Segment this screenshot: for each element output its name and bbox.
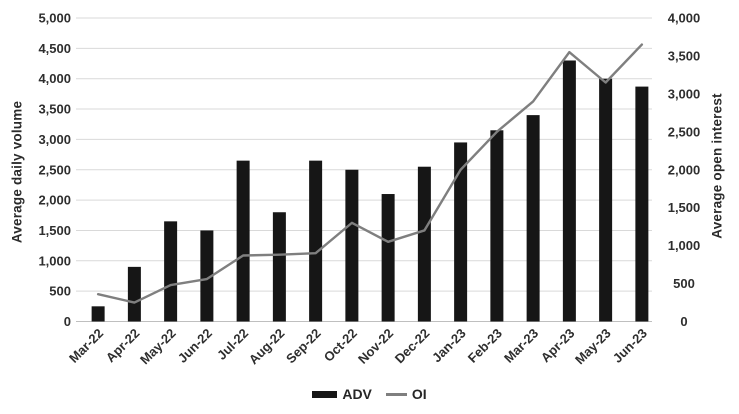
adv-bar	[381, 194, 395, 322]
adv-bar	[309, 160, 323, 322]
x-axis-label: May-23	[572, 326, 614, 368]
adv-bar	[635, 86, 649, 322]
adv-bar	[454, 142, 468, 322]
adv-bar	[599, 78, 613, 322]
x-axis-label: Jan-23	[429, 326, 469, 366]
x-axis-label: Feb-23	[465, 326, 505, 366]
right-axis-title: Average open interest	[709, 93, 725, 239]
left-axis-tick-label: 1,500	[38, 223, 71, 238]
x-axis-label: May-22	[137, 326, 179, 368]
adv-bar	[200, 230, 214, 322]
left-axis-tick-label: 4,000	[38, 71, 71, 86]
right-axis-tick-label: 500	[673, 276, 695, 291]
right-axis-tick-label: 2,500	[668, 124, 701, 139]
left-axis-tick-label: 3,500	[38, 102, 71, 117]
adv-bar	[91, 306, 105, 322]
adv-bar	[526, 115, 540, 322]
left-axis-title: Average daily volume	[9, 100, 25, 244]
adv-bar	[490, 130, 504, 322]
right-axis-tick-label: 2,000	[668, 162, 701, 177]
x-axis-label: Oct-22	[321, 326, 360, 365]
adv-bar	[236, 160, 250, 322]
x-axis-label: Apr-23	[538, 326, 578, 366]
x-axis-label: Mar-22	[66, 326, 106, 366]
oi-line-swatch-icon	[385, 392, 407, 396]
left-axis-tick-label: 2,500	[38, 162, 71, 177]
right-axis-tick-label: 1,500	[668, 200, 701, 215]
oi-line	[96, 43, 644, 304]
legend: ADV OI	[0, 386, 739, 402]
oi-legend-label: OI	[411, 386, 427, 402]
x-axis-label: Jun-23	[610, 326, 650, 366]
left-axis-tick-label: 1,000	[38, 253, 71, 268]
x-axis-label: Sep-22	[283, 326, 324, 367]
left-axis-tick-label: 4,500	[38, 41, 71, 56]
x-axis-label: Dec-22	[392, 326, 433, 367]
right-axis-tick-label: 3,000	[668, 86, 701, 101]
left-axis-tick-label: 500	[49, 284, 71, 299]
right-axis-tick-label: 3,500	[668, 48, 701, 63]
left-axis-tick-label: 0	[64, 314, 71, 329]
adv-bar	[562, 60, 576, 322]
right-axis-tick-label: 0	[680, 314, 687, 329]
adv-legend-label: ADV	[342, 386, 372, 402]
adv-bar	[345, 169, 359, 322]
adv-bar	[164, 221, 178, 322]
x-axis-label: Jun-22	[175, 326, 215, 366]
x-axis-label: Nov-22	[355, 326, 396, 367]
legend-item-adv: ADV	[312, 386, 372, 402]
adv-bar	[417, 166, 431, 322]
left-axis-tick-label: 2,000	[38, 193, 71, 208]
adv-bar-swatch-icon	[312, 390, 338, 398]
left-axis-tick-label: 3,000	[38, 132, 71, 147]
right-axis-tick-label: 4,000	[668, 11, 701, 26]
adv-bar	[127, 266, 141, 322]
adv-bar	[272, 212, 286, 322]
x-axis-label: Aug-22	[246, 326, 288, 368]
legend-item-oi: OI	[385, 386, 427, 402]
right-axis-tick-label: 1,000	[668, 238, 701, 253]
left-axis-tick-label: 5,000	[38, 11, 71, 26]
x-axis-label: Mar-23	[501, 326, 541, 366]
x-axis-label: Apr-22	[103, 326, 143, 366]
